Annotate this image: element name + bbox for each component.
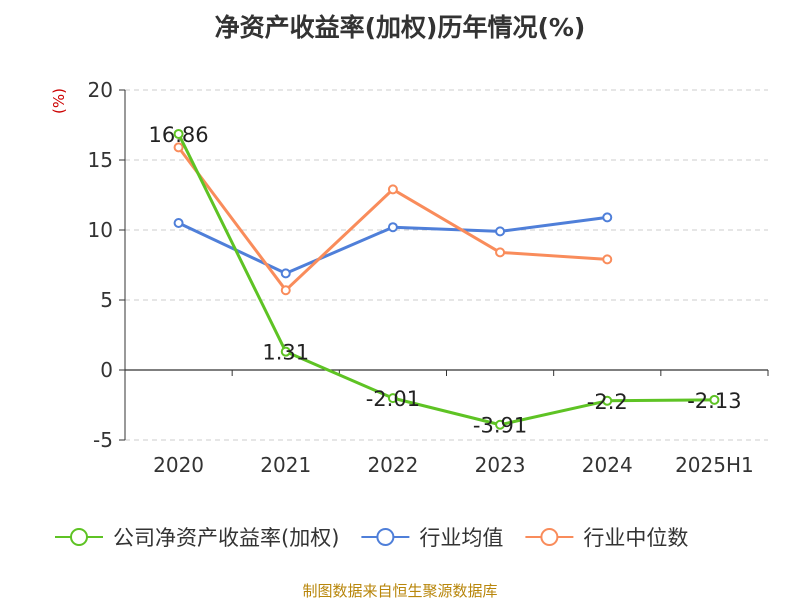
legend-label: 行业均值	[419, 526, 503, 550]
legend: 公司净资产收益率(加权) 行业均值 行业中位数	[55, 526, 688, 550]
data-point	[173, 128, 184, 139]
data-label: -2.2	[587, 390, 628, 414]
x-tick-label: 2020	[153, 453, 204, 477]
data-point	[495, 226, 506, 237]
series-line	[177, 133, 715, 427]
data-point	[387, 184, 398, 195]
data-point	[173, 142, 184, 153]
data-label: 16.86	[149, 123, 209, 147]
y-tick-label: 20	[88, 78, 113, 102]
series-lines	[173, 128, 720, 430]
y-tick-label: -5	[93, 428, 113, 452]
y-tick-label: 10	[88, 218, 113, 242]
data-label: -3.91	[473, 414, 527, 438]
x-tick-label: 2021	[260, 453, 311, 477]
x-tick-label: 2025H1	[675, 453, 754, 477]
data-label: -2.13	[687, 389, 741, 413]
data-labels: 16.86 1.31 -2.01 -3.91 -2.2 -2.13	[149, 123, 742, 438]
source-note: 制图数据来自恒生聚源数据库	[302, 582, 498, 600]
series-line	[177, 146, 608, 292]
data-point	[280, 268, 291, 279]
data-point	[709, 394, 720, 405]
x-tick-label: 2022	[367, 453, 418, 477]
data-point	[173, 218, 184, 228]
legend-marker	[70, 528, 88, 546]
data-point	[602, 254, 613, 265]
y-tick-label: 15	[88, 148, 113, 172]
data-label: -2.01	[366, 387, 420, 411]
y-tick-label: 5	[100, 288, 113, 312]
data-point	[280, 285, 291, 296]
y-tick-label: 0	[100, 358, 113, 382]
data-point	[495, 247, 506, 258]
legend-marker	[540, 528, 559, 546]
data-point	[387, 222, 398, 233]
data-label: 1.31	[262, 341, 309, 365]
legend-label: 行业中位数	[583, 526, 688, 550]
data-point	[602, 212, 613, 223]
data-point	[602, 395, 613, 406]
legend-marker	[376, 528, 395, 546]
data-point	[280, 346, 291, 357]
legend-label: 公司净资产收益率(加权)	[113, 526, 339, 550]
data-point	[495, 419, 506, 430]
x-tick-label: 2024	[582, 453, 633, 477]
chart-title: 净资产收益率(加权)历年情况(%)	[214, 13, 586, 42]
gridlines	[125, 89, 768, 441]
data-point	[387, 393, 398, 404]
x-tick-label: 2023	[475, 453, 526, 477]
